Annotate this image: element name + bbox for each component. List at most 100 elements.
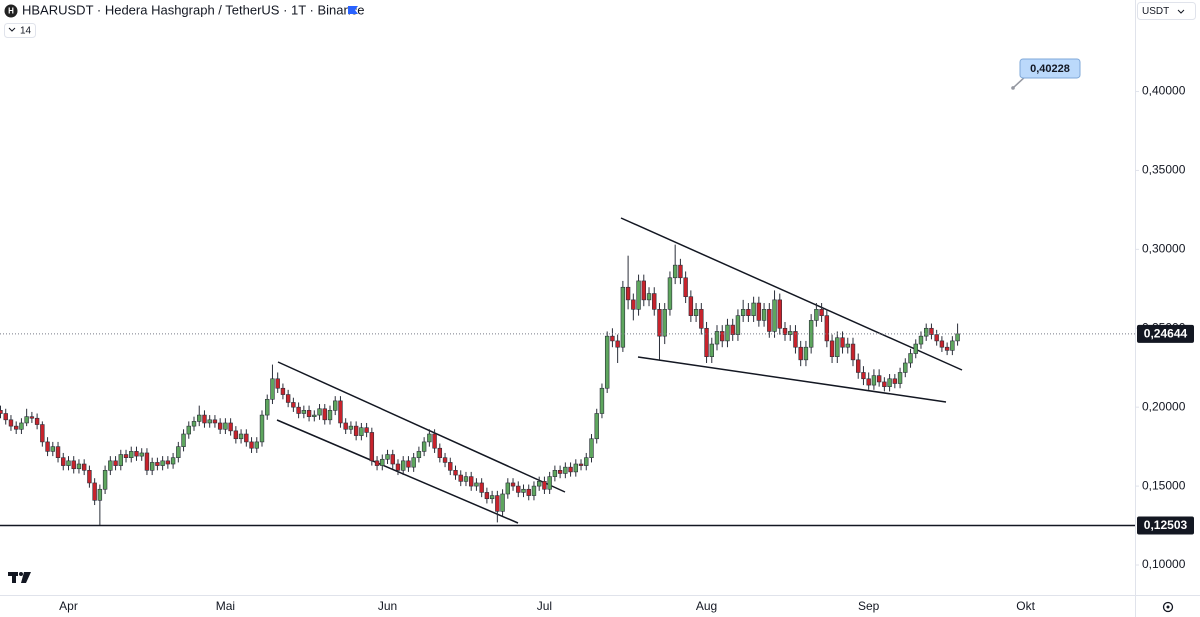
wedge-upper — [620, 217, 963, 371]
gear-outer — [1162, 601, 1174, 613]
candle-body — [662, 309, 667, 337]
x-tick-label: Jul — [537, 599, 552, 613]
indicator-box[interactable] — [4, 23, 36, 38]
candle — [484, 487, 490, 504]
candle — [589, 434, 594, 463]
candle-body — [793, 331, 798, 348]
candle — [401, 456, 406, 476]
candle-body — [526, 488, 531, 496]
candle — [207, 415, 212, 428]
candle-body — [578, 463, 584, 466]
candle-body — [113, 460, 118, 466]
candle-body — [536, 481, 542, 487]
candle — [34, 413, 40, 430]
candle — [761, 303, 767, 327]
candle-body — [918, 335, 924, 345]
candle — [746, 303, 751, 322]
candle-body — [380, 458, 385, 466]
candle — [510, 478, 516, 491]
candle-body — [746, 309, 751, 316]
candle — [123, 449, 129, 463]
symbol-icon — [4, 4, 18, 18]
candle — [793, 325, 798, 354]
candle — [584, 452, 589, 471]
candle — [176, 441, 181, 463]
candle-body — [275, 378, 280, 389]
candle — [913, 339, 918, 359]
candle — [699, 303, 704, 335]
candle — [40, 421, 45, 447]
candle — [568, 462, 573, 477]
candle-body — [118, 454, 123, 466]
candle — [552, 465, 558, 482]
candle — [547, 471, 552, 494]
candle — [108, 456, 113, 476]
candle-body — [542, 481, 547, 490]
candle — [489, 490, 495, 504]
indicator-value: 14 — [20, 26, 32, 37]
candle — [876, 369, 882, 387]
candle — [129, 446, 134, 463]
candle — [113, 456, 118, 471]
candle — [751, 296, 756, 322]
candle-body — [369, 432, 375, 462]
candle — [944, 342, 950, 356]
currency-selector[interactable] — [1137, 2, 1196, 20]
candle — [254, 437, 259, 453]
candle-body — [620, 286, 626, 348]
candle — [244, 429, 249, 447]
candle — [924, 323, 929, 341]
candle-body — [34, 417, 40, 425]
candle-body — [197, 414, 202, 422]
candle — [667, 271, 673, 316]
candle-body — [8, 419, 14, 427]
candle — [249, 437, 254, 453]
tv-logo — [8, 572, 31, 583]
symbol-title: HBARUSDT · Hedera Hashgraph / TetherUS ·… — [22, 2, 364, 17]
candle-body — [306, 410, 312, 417]
logo-part — [12, 572, 16, 583]
candle — [343, 418, 348, 435]
candle-body — [280, 387, 286, 395]
candle-body — [223, 422, 228, 430]
candle-body — [186, 425, 191, 435]
candle-body — [13, 425, 19, 430]
candle — [134, 446, 139, 461]
flag-icon[interactable] — [348, 6, 358, 14]
candle-body — [876, 375, 882, 383]
candle-body — [29, 416, 35, 419]
candle — [767, 303, 772, 338]
settings-icon[interactable] — [1162, 601, 1174, 613]
candle — [479, 478, 484, 498]
candle-body — [160, 460, 165, 466]
candle — [442, 452, 448, 468]
candle — [887, 374, 892, 392]
candle-body — [767, 309, 772, 332]
candle — [24, 408, 29, 427]
candle-body — [735, 315, 741, 335]
candle — [291, 397, 296, 412]
candle — [81, 459, 87, 476]
candle — [45, 437, 50, 457]
candle — [228, 418, 233, 436]
candle-body — [672, 264, 678, 279]
candle-body — [97, 488, 103, 501]
candle — [495, 490, 500, 523]
candle-body — [882, 381, 887, 387]
candle — [212, 415, 218, 428]
candle — [672, 244, 678, 285]
x-tick-label: Apr — [59, 599, 78, 613]
candle-body — [108, 460, 113, 471]
candle — [427, 429, 432, 447]
candle-body — [819, 309, 824, 316]
candle — [139, 448, 144, 461]
candle-body — [563, 466, 568, 474]
candle-body — [636, 280, 641, 310]
candle-body — [301, 410, 307, 414]
candle — [531, 481, 537, 501]
candle-body — [285, 394, 291, 403]
candle — [265, 394, 270, 420]
candle-body — [489, 495, 495, 500]
candle — [359, 422, 364, 441]
